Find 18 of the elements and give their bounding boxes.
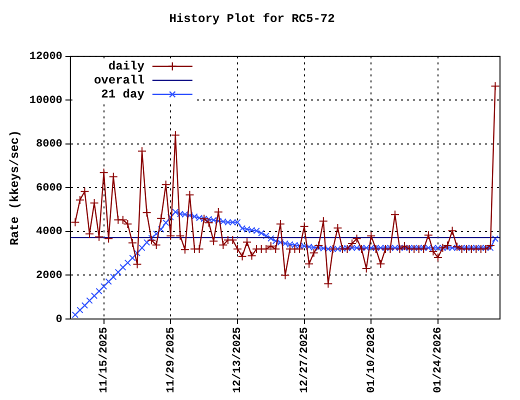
- x-tick-label: 01/10/2026: [366, 326, 378, 394]
- x-tick-label: 01/24/2026: [432, 326, 445, 394]
- chart-title: History Plot for RC5-72: [169, 12, 335, 26]
- y-tick-label: 12000: [29, 51, 62, 64]
- x-tick-label: 11/15/2025: [98, 326, 111, 394]
- y-tick-label: 8000: [36, 138, 62, 151]
- y-tick-label: 2000: [36, 270, 62, 282]
- y-tick-label: 4000: [36, 226, 62, 238]
- x-tick-label: 12/13/2025: [232, 326, 244, 394]
- x-tick-label: 12/27/2025: [299, 326, 312, 394]
- legend-label: overall: [94, 73, 144, 88]
- legend-label: daily: [108, 59, 144, 74]
- y-tick-label: 0: [56, 314, 62, 326]
- legend-label: 21 day: [101, 87, 144, 102]
- y-tick-label: 10000: [29, 94, 62, 107]
- x-tick-label: 11/29/2025: [165, 326, 178, 394]
- y-axis-title: Rate (kkeys/sec): [8, 130, 22, 246]
- y-tick-label: 6000: [36, 182, 62, 194]
